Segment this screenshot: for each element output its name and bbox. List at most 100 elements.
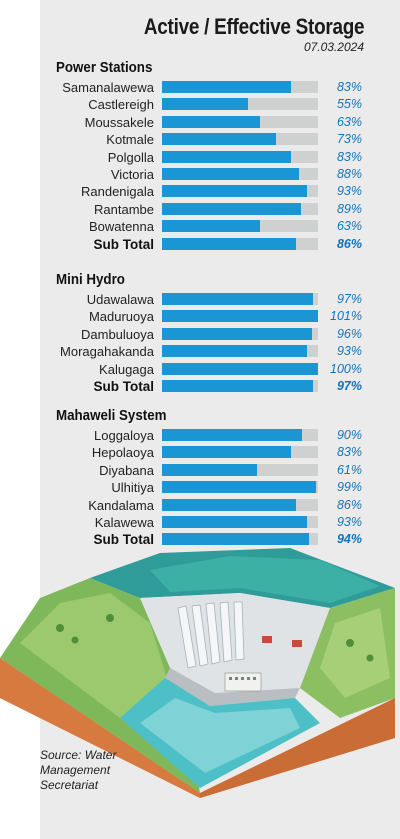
- bar: [162, 310, 318, 323]
- bar-row: Maduruoya 101%: [0, 308, 400, 325]
- bar-track: [162, 310, 318, 323]
- dam-illustration: [0, 548, 395, 798]
- bar-row: Udawalawa 97%: [0, 291, 400, 308]
- value-label: 100%: [330, 361, 362, 376]
- value-label: 55%: [336, 97, 362, 112]
- bar: [162, 516, 308, 528]
- category-label: Kandalama: [88, 497, 154, 513]
- value-label: 61%: [336, 462, 362, 477]
- value-label: 83%: [336, 445, 362, 460]
- bar: [162, 293, 314, 305]
- value-label: 99%: [336, 480, 362, 495]
- bar-track: [162, 463, 318, 476]
- bar-row: Castlereigh 55%: [0, 96, 400, 113]
- bar: [162, 185, 308, 198]
- category-label: Maduruoya: [88, 309, 154, 325]
- bar-row: Rantambe 89%: [0, 201, 400, 218]
- bar: [162, 150, 292, 163]
- category-label: Randenigala: [80, 184, 154, 200]
- bar-track: [162, 293, 318, 305]
- subtotal-bar: [162, 380, 314, 392]
- bar-track: [162, 185, 318, 198]
- subtotal-label: Sub Total: [93, 379, 155, 394]
- category-label: Diyabana: [99, 462, 154, 478]
- bar-track: [162, 168, 318, 180]
- category-label: Kalawewa: [94, 515, 154, 530]
- category-label: Ulhitiya: [111, 480, 154, 496]
- bar: [162, 202, 301, 215]
- bar-track: [162, 202, 318, 215]
- bar-track: [162, 498, 318, 511]
- section-title: Mini Hydro: [56, 272, 125, 288]
- subtotal-value-label: 86%: [336, 236, 362, 251]
- bar-row: Polgolla 83%: [0, 149, 400, 166]
- bar-track: [162, 380, 318, 392]
- category-label: Dambuluoya: [81, 326, 154, 342]
- bar-row: Dambuluoya 96%: [0, 326, 400, 343]
- bar-row: Kalawewa 93%: [0, 514, 400, 531]
- bar-row: Kotmale 73%: [0, 131, 400, 148]
- bar-track: [162, 98, 318, 111]
- subtotal-label: Sub Total: [93, 236, 155, 252]
- bar-track: [162, 220, 318, 233]
- bar-row: Hepolaoya 83%: [0, 444, 400, 461]
- bar-row: Kalugaga 100%: [0, 361, 400, 378]
- bar-row: Bowatenna 63%: [0, 218, 400, 235]
- subtotal-row: Sub Total 97%: [0, 378, 400, 395]
- bar-track: [162, 150, 318, 163]
- bar-track: [162, 362, 318, 375]
- value-label: 97%: [336, 292, 362, 306]
- value-label: 63%: [336, 219, 362, 234]
- bar-track: [162, 533, 318, 546]
- value-label: 96%: [336, 326, 362, 341]
- bar: [162, 327, 312, 340]
- value-label: 88%: [336, 167, 362, 181]
- value-label: 86%: [336, 497, 362, 512]
- category-label: Rantambe: [94, 201, 154, 217]
- category-label: Moussakele: [84, 114, 154, 130]
- category-label: Moragahakanda: [60, 344, 154, 360]
- value-label: 93%: [336, 344, 362, 359]
- bar: [162, 481, 317, 494]
- category-label: Samanalawewa: [62, 80, 154, 95]
- category-label: Kotmale: [106, 132, 154, 148]
- bar-row: Victoria 88%: [0, 166, 400, 183]
- value-label: 90%: [336, 428, 362, 442]
- bar-track: [162, 429, 318, 441]
- bar: [162, 463, 258, 476]
- chart-date: 07.03.2024: [303, 40, 364, 54]
- bar: [162, 498, 297, 511]
- bar-track: [162, 115, 318, 128]
- subtotal-value-label: 97%: [336, 379, 362, 393]
- bar-row: Randenigala 93%: [0, 183, 400, 200]
- bar-row: Diyabana 61%: [0, 462, 400, 479]
- bar-track: [162, 327, 318, 340]
- bar-track: [162, 481, 318, 494]
- bar-track: [162, 133, 318, 146]
- value-label: 101%: [330, 309, 362, 324]
- category-label: Castlereigh: [88, 97, 154, 113]
- subtotal-bar: [162, 533, 309, 546]
- value-label: 63%: [336, 114, 362, 129]
- bar-row: Moragahakanda 93%: [0, 343, 400, 360]
- bar-track: [162, 81, 318, 93]
- value-label: 83%: [336, 149, 362, 164]
- value-label: 93%: [336, 515, 362, 529]
- bar: [162, 115, 261, 128]
- category-label: Loggaloya: [94, 428, 154, 443]
- bar-track: [162, 345, 318, 358]
- category-label: Bowatenna: [88, 219, 154, 235]
- bar-row: Ulhitiya 99%: [0, 479, 400, 496]
- category-label: Hepolaoya: [91, 445, 154, 461]
- category-label: Polgolla: [107, 149, 154, 165]
- section-title: Mahaweli System: [56, 408, 167, 424]
- section-title: Power Stations: [56, 60, 153, 76]
- source-note: Source: Water Management Secretariat: [40, 748, 117, 792]
- value-label: 93%: [336, 184, 362, 199]
- subtotal-value-label: 94%: [336, 532, 362, 547]
- bar-row: Kandalama 86%: [0, 497, 400, 514]
- bar-track: [162, 516, 318, 528]
- bar: [162, 446, 292, 459]
- subtotal-row: Sub Total 94%: [0, 531, 400, 548]
- category-label: Victoria: [110, 167, 154, 182]
